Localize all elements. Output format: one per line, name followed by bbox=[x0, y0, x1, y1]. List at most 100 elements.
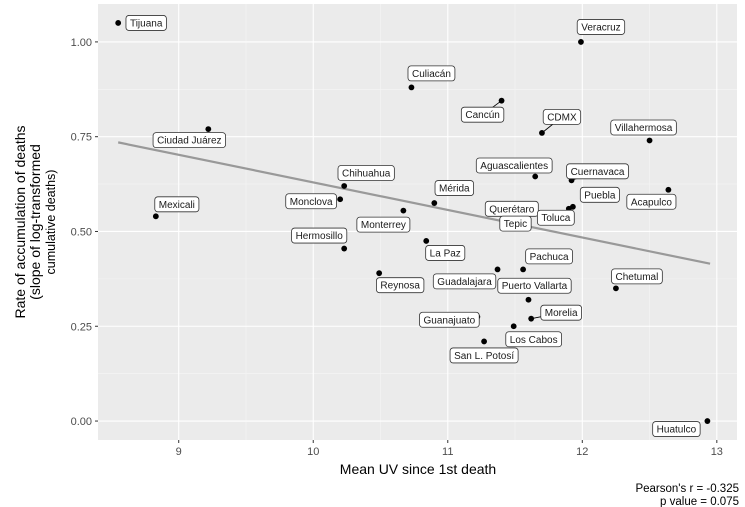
y-tick-label: 0.75 bbox=[71, 132, 92, 144]
label-box-culiacan bbox=[407, 65, 456, 82]
y-axis-title-line-3: cumulative deaths) bbox=[44, 170, 58, 275]
point-tijuana bbox=[115, 20, 122, 26]
label-text-ciudad-juarez: Ciudad Juárez bbox=[157, 136, 221, 147]
label-puebla: Puebla bbox=[579, 186, 620, 203]
label-box-guanajuato bbox=[419, 311, 480, 328]
label-text-puerto-vallarta: Puerto Vallarta bbox=[502, 281, 568, 292]
label-text-los-cabos: Los Cabos bbox=[510, 335, 558, 346]
label-box-chetumal bbox=[611, 268, 663, 285]
label-box-toluca bbox=[536, 209, 575, 226]
label-text-huatulco: Huatulco bbox=[657, 425, 697, 436]
y-axis-title-line-1: Rate of accumulation of deaths bbox=[12, 125, 28, 318]
label-text-tepic: Tepic bbox=[504, 219, 527, 230]
label-san-l-potosi: San L. Potosí bbox=[449, 347, 519, 364]
label-box-puerto-vallarta bbox=[497, 277, 572, 294]
point-monclova bbox=[337, 196, 344, 203]
point-cancun bbox=[498, 97, 505, 104]
label-box-huatulco bbox=[652, 421, 701, 437]
label-la-paz: La Paz bbox=[425, 245, 466, 261]
label-text-queretaro: Querétaro bbox=[489, 204, 534, 215]
point-hermosillo bbox=[341, 245, 348, 252]
y-axis-title: Rate of accumulation of deaths (slope of… bbox=[12, 125, 58, 318]
label-text-aguascalientes: Aguascalientes bbox=[480, 161, 548, 172]
point-chihuahua bbox=[341, 183, 348, 189]
label-text-toluca: Toluca bbox=[541, 213, 570, 224]
point-merida bbox=[431, 200, 438, 206]
label-cdmx: CDMX bbox=[542, 109, 582, 125]
label-text-culiacan: Culiacán bbox=[412, 69, 451, 80]
label-text-mexicali: Mexicali bbox=[159, 200, 195, 211]
label-text-tijuana: Tijuana bbox=[130, 18, 163, 29]
x-tick-label: 9 bbox=[176, 446, 182, 458]
label-guadalajara: Guadalajara bbox=[432, 273, 497, 290]
point-pachuca bbox=[520, 266, 527, 273]
point-ciudad-juarez bbox=[205, 126, 212, 133]
label-box-cuernavaca bbox=[566, 163, 629, 180]
point-reynosa bbox=[376, 270, 383, 277]
label-text-reynosa: Reynosa bbox=[380, 281, 420, 292]
label-box-guadalajara bbox=[432, 273, 497, 290]
y-tick-label: 0.00 bbox=[71, 416, 92, 428]
label-box-tepic bbox=[499, 215, 532, 232]
label-text-merida: Mérida bbox=[439, 184, 470, 195]
label-cancun: Cancún bbox=[460, 106, 505, 123]
label-box-morelia bbox=[540, 304, 582, 321]
label-box-aguascalientes bbox=[475, 157, 553, 174]
label-monclova: Monclova bbox=[285, 193, 337, 210]
label-box-los-cabos bbox=[505, 331, 562, 348]
point-mexicali bbox=[152, 213, 159, 220]
label-text-villahermosa: Villahermosa bbox=[615, 123, 673, 134]
point-monterrey bbox=[400, 207, 407, 214]
x-axis-title: Mean UV since 1st death bbox=[340, 461, 496, 477]
label-text-guanajuato: Guanajuato bbox=[424, 315, 476, 326]
label-text-acapulco: Acapulco bbox=[631, 197, 673, 208]
label-text-cuernavaca: Cuernavaca bbox=[571, 167, 625, 178]
label-text-chetumal: Chetumal bbox=[616, 272, 659, 283]
label-box-monclova bbox=[285, 193, 337, 210]
label-ciudad-juarez: Ciudad Juárez bbox=[152, 132, 226, 149]
axis-ticks: 9 10 11 12 13 0.00 0.25 0.50 0.75 1.00 bbox=[71, 37, 723, 458]
label-text-cancun: Cancún bbox=[465, 110, 499, 121]
label-culiacan: Culiacán bbox=[407, 65, 456, 82]
label-tepic: Tepic bbox=[499, 215, 532, 232]
p-value-text: p value = 0.075 bbox=[660, 496, 739, 507]
label-box-veracruz bbox=[576, 19, 626, 35]
label-box-merida bbox=[434, 180, 475, 196]
point-la-paz bbox=[423, 238, 430, 244]
y-tick-label: 1.00 bbox=[71, 37, 92, 49]
point-culiacan bbox=[408, 84, 415, 91]
point-aguascalientes bbox=[532, 173, 539, 180]
label-box-cancun bbox=[460, 106, 505, 123]
label-los-cabos: Los Cabos bbox=[505, 331, 562, 348]
label-guanajuato: Guanajuato bbox=[419, 311, 480, 328]
label-tijuana: Tijuana bbox=[125, 15, 167, 31]
point-veracruz bbox=[578, 39, 584, 45]
label-box-ciudad-juarez bbox=[152, 132, 226, 149]
label-huatulco: Huatulco bbox=[652, 421, 701, 437]
trend-layer bbox=[117, 141, 711, 265]
label-text-veracruz: Veracruz bbox=[581, 22, 620, 33]
y-axis-title-line-2: (slope of log-transformed bbox=[27, 144, 43, 300]
label-box-san-l-potosi bbox=[449, 347, 519, 364]
point-san-l-potosi bbox=[481, 338, 487, 345]
label-acapulco: Acapulco bbox=[626, 193, 677, 210]
point-chetumal bbox=[613, 285, 619, 292]
label-text-puebla: Puebla bbox=[584, 190, 616, 201]
label-veracruz: Veracruz bbox=[576, 19, 626, 35]
label-cuernavaca: Cuernavaca bbox=[566, 163, 629, 180]
label-puerto-vallarta: Puerto Vallarta bbox=[497, 277, 572, 294]
label-merida: Mérida bbox=[434, 180, 475, 196]
label-box-puebla bbox=[579, 186, 620, 203]
point-morelia bbox=[528, 315, 535, 322]
label-morelia: Morelia bbox=[540, 304, 582, 321]
grid-lines bbox=[98, 4, 737, 440]
label-text-pachuca: Pachuca bbox=[530, 252, 569, 263]
label-text-monclova: Monclova bbox=[290, 197, 333, 208]
y-tick-label: 0.50 bbox=[71, 226, 92, 238]
x-tick-label: 10 bbox=[307, 446, 319, 458]
label-reynosa: Reynosa bbox=[376, 277, 425, 294]
point-acapulco bbox=[665, 186, 672, 193]
point-labels: Tijuana Veracruz Culiacán Cancún Ciudad Juár… bbox=[125, 15, 701, 437]
label-villahermosa: Villahermosa bbox=[610, 119, 677, 136]
